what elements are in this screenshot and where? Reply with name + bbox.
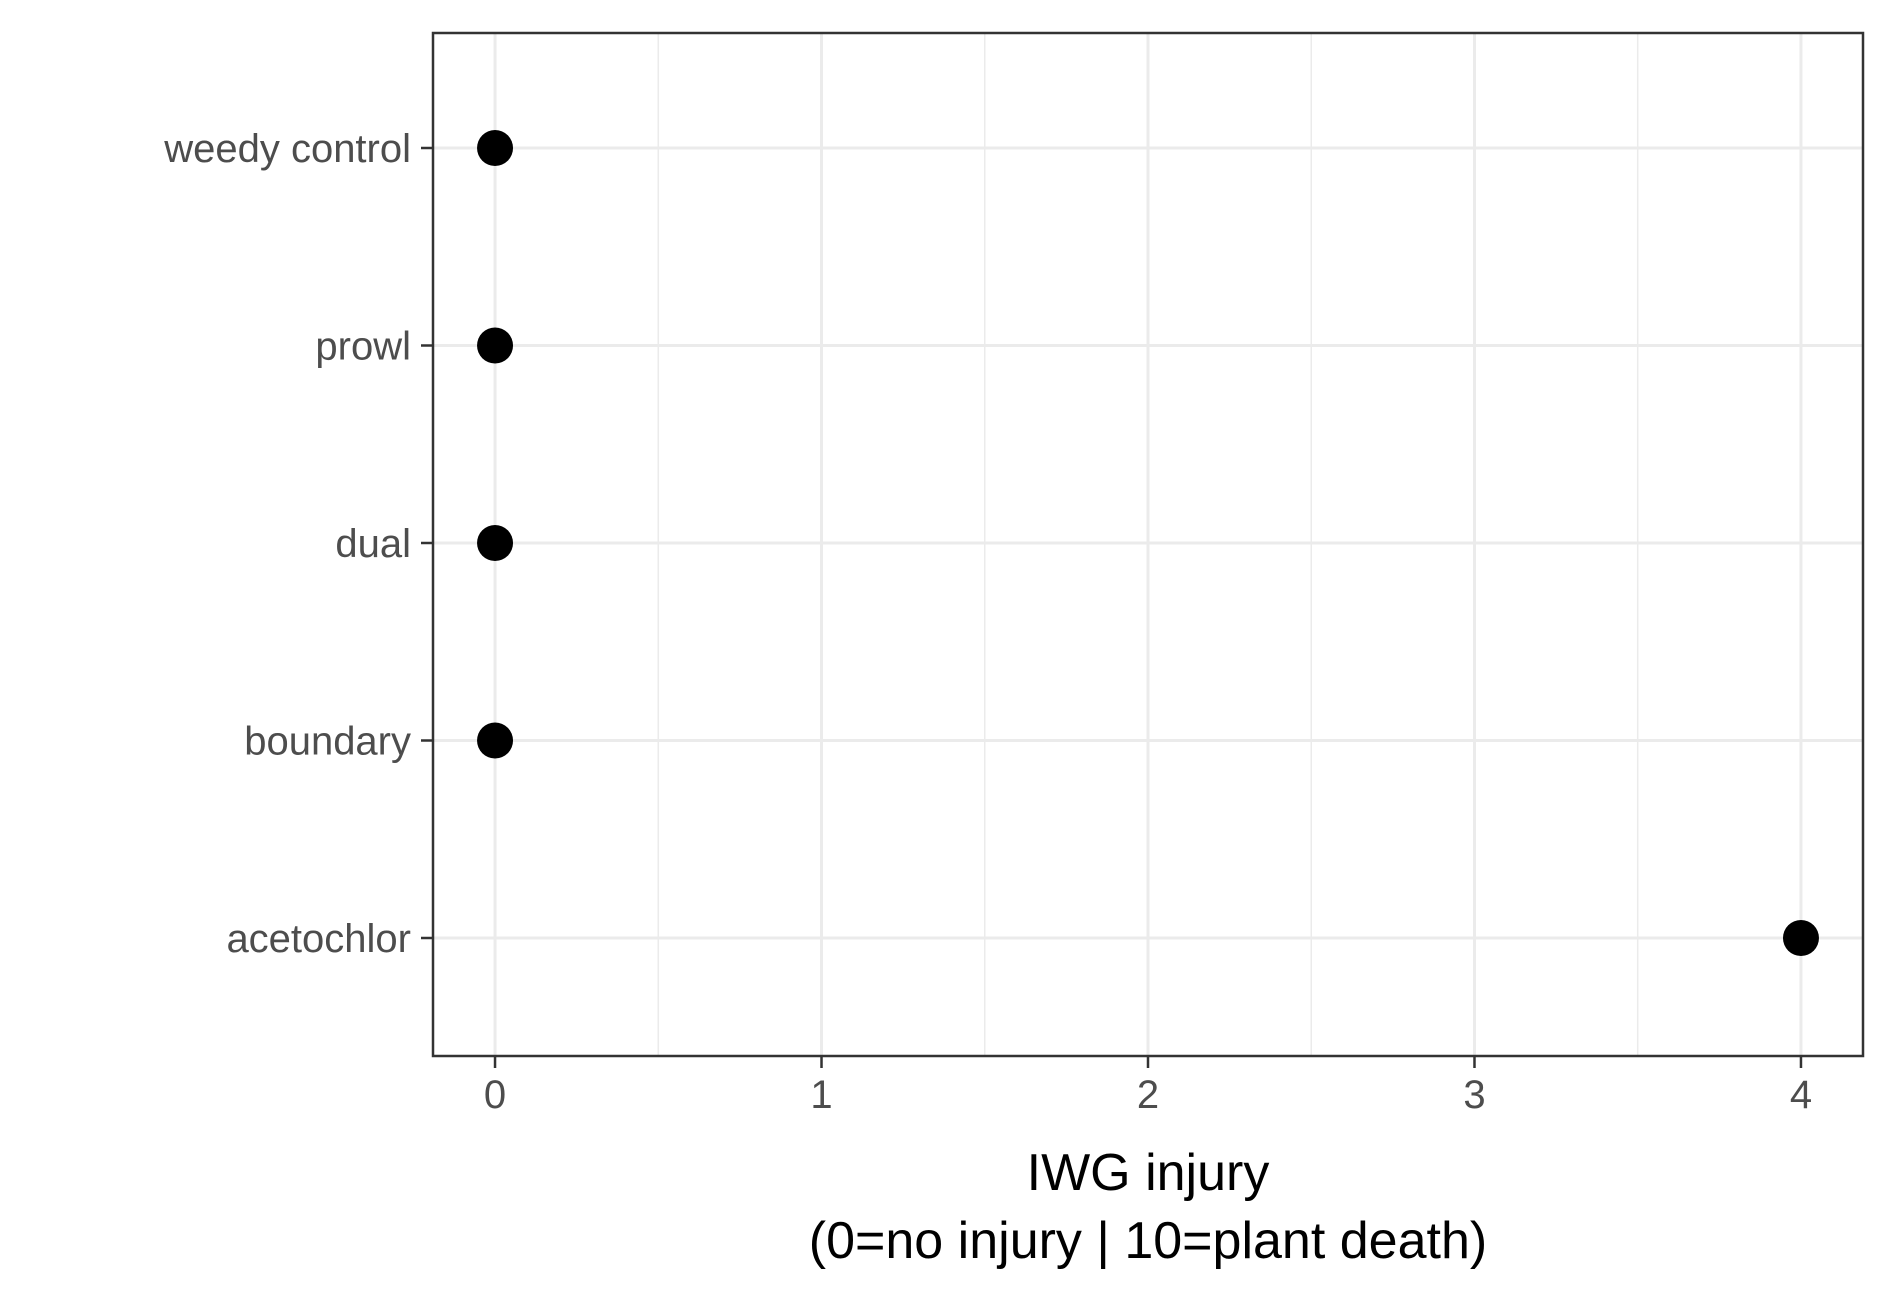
data-point [477,130,514,166]
y-axis-ticks [421,146,433,940]
y-tick-label: dual [335,522,411,566]
data-point [1782,920,1819,956]
y-axis-labels: weedy control prowl dual boundary acetochlor [163,127,411,961]
x-tick-label: 3 [1463,1073,1485,1117]
data-point [477,722,514,759]
x-tick-label: 4 [1790,1073,1812,1117]
y-tick-label: prowl [315,325,411,369]
x-tick-label: 0 [484,1073,506,1117]
x-axis-labels: 0 1 2 3 4 [484,1073,1812,1117]
x-tick-label: 2 [1137,1073,1159,1117]
x-axis-ticks [493,1056,1803,1068]
major-gridlines [433,33,1863,1056]
data-points [477,130,1819,956]
data-point [477,327,514,364]
x-axis-title-line1: IWG injury [1027,1144,1270,1202]
x-axis-title-line2: (0=no injury | 10=plant death) [809,1212,1487,1270]
y-tick-label: acetochlor [226,917,411,961]
x-tick-label: 1 [810,1073,832,1117]
y-tick-label: boundary [244,720,411,764]
y-tick-label: weedy control [163,127,411,171]
data-point [477,525,514,561]
